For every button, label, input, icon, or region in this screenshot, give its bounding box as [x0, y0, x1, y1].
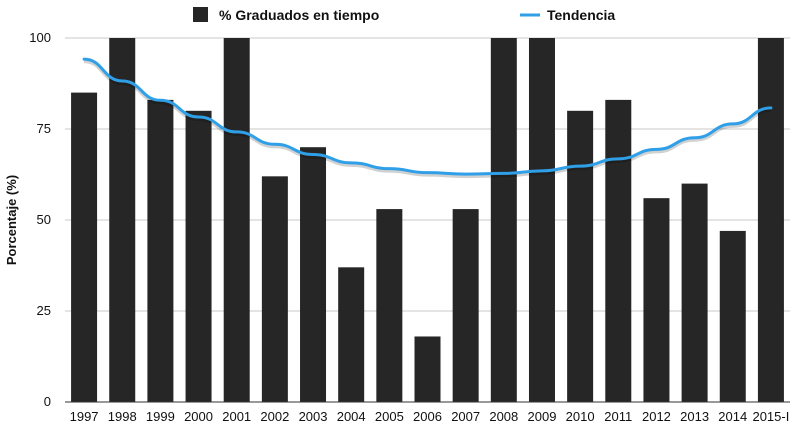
- bar: [376, 209, 403, 402]
- x-tick-label: 1998: [108, 409, 137, 424]
- legend-label-trend: Tendencia: [547, 7, 615, 23]
- bar: [757, 38, 784, 402]
- x-tick-label: 2008: [489, 409, 518, 424]
- x-tick-label: 2006: [413, 409, 442, 424]
- x-tick-label: 1997: [70, 409, 99, 424]
- trend-line-group: [82, 57, 773, 179]
- bar: [414, 336, 441, 402]
- trend-line: [82, 57, 773, 176]
- y-tick-labels: 0 25 50 75 100: [29, 30, 51, 409]
- x-tick-label: 2001: [222, 409, 251, 424]
- bar: [185, 110, 212, 403]
- bar: [605, 99, 632, 402]
- bar: [643, 198, 670, 402]
- bar: [567, 110, 594, 403]
- bar: [223, 38, 250, 402]
- bar: [261, 176, 288, 402]
- x-tick-label: 2007: [451, 409, 480, 424]
- y-tick-label: 50: [37, 212, 51, 227]
- bar: [338, 267, 365, 402]
- y-axis-title: Porcentaje (%): [4, 175, 19, 265]
- bars: [71, 38, 784, 403]
- x-tick-label: 2004: [337, 409, 366, 424]
- legend: % Graduados en tiempo Tendencia: [193, 7, 615, 23]
- trend-line-shadow: [83, 59, 772, 179]
- y-tick-label: 75: [37, 121, 51, 136]
- legend-label-bars: % Graduados en tiempo: [219, 7, 379, 23]
- y-tick-label: 100: [29, 30, 51, 45]
- x-tick-label: 2010: [566, 409, 595, 424]
- x-tick-label: 2014: [718, 409, 747, 424]
- bar: [490, 38, 517, 402]
- bar: [147, 99, 174, 402]
- x-tick-label: 2000: [184, 409, 213, 424]
- bar: [528, 38, 555, 402]
- x-tick-label: 2015-I: [752, 409, 789, 424]
- x-tick-labels: 1997 1998 1999 2000 2001 2002 2003 2004 2005 2006…: [70, 409, 790, 424]
- x-tick-label: 1999: [146, 409, 175, 424]
- x-tick-label: 2003: [299, 409, 328, 424]
- x-tick-label: 2002: [260, 409, 289, 424]
- bar: [300, 147, 327, 402]
- x-tick-label: 2011: [604, 409, 632, 424]
- bar: [71, 92, 98, 402]
- legend-swatch-bars: [193, 7, 208, 22]
- x-tick-label: 2012: [642, 409, 671, 424]
- y-tick-label: 25: [37, 303, 51, 318]
- x-tick-label: 2013: [680, 409, 709, 424]
- x-tick-label: 2005: [375, 409, 404, 424]
- bar: [681, 183, 708, 402]
- bar: [452, 209, 479, 402]
- x-tick-label: 2009: [528, 409, 557, 424]
- bar: [109, 38, 136, 402]
- bar: [719, 230, 746, 402]
- y-tick-label: 0: [44, 394, 51, 409]
